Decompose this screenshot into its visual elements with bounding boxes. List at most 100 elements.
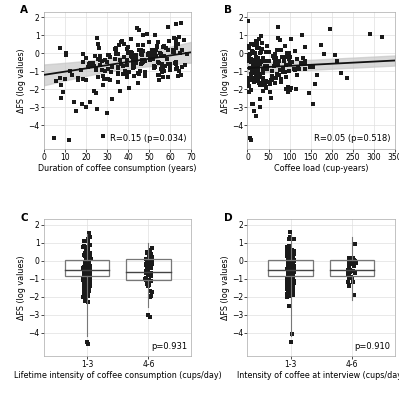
Point <box>142 72 148 79</box>
Point <box>148 262 154 269</box>
Point <box>264 63 271 70</box>
Point <box>83 268 89 274</box>
Point <box>87 256 94 262</box>
Point <box>148 270 154 276</box>
Point <box>105 66 111 73</box>
Point <box>105 51 111 58</box>
Point <box>144 30 150 37</box>
Point <box>173 58 179 65</box>
Point <box>129 50 135 56</box>
Point <box>79 100 85 107</box>
Point <box>176 34 182 40</box>
Point <box>144 51 151 57</box>
Point <box>81 268 87 274</box>
Point <box>285 276 291 282</box>
Point <box>82 276 89 283</box>
Point <box>83 267 90 273</box>
Point <box>290 272 296 278</box>
Point <box>86 264 92 271</box>
Point <box>86 278 93 284</box>
Point <box>291 66 298 72</box>
Point <box>81 267 87 274</box>
Point <box>87 275 93 282</box>
Point <box>284 274 290 281</box>
Point <box>270 53 276 59</box>
Point <box>82 260 88 266</box>
Point <box>81 252 87 258</box>
Point <box>253 54 259 60</box>
Point <box>85 341 91 348</box>
Point <box>289 276 296 282</box>
Point <box>289 271 295 277</box>
Point <box>147 54 153 61</box>
Point <box>82 298 89 304</box>
Point <box>252 69 258 75</box>
Point <box>254 58 261 64</box>
Point <box>245 42 252 49</box>
Point <box>67 68 73 74</box>
Point <box>248 70 254 77</box>
Point <box>85 266 91 272</box>
Point <box>93 66 99 73</box>
Point <box>147 288 154 294</box>
Point <box>118 61 124 68</box>
Point <box>254 76 261 83</box>
Point <box>83 283 89 290</box>
Point <box>262 80 268 87</box>
Point <box>161 43 168 50</box>
Point <box>252 78 258 84</box>
Point <box>143 265 150 272</box>
Point <box>312 81 319 88</box>
Point <box>250 70 257 76</box>
Point <box>86 273 92 280</box>
Point <box>284 277 290 283</box>
Point <box>83 288 89 295</box>
Point <box>136 26 142 33</box>
Point <box>284 269 291 275</box>
Point <box>288 251 294 257</box>
Point <box>290 265 296 271</box>
Point <box>87 275 93 281</box>
Point <box>115 79 122 86</box>
Point <box>159 63 166 70</box>
Point <box>121 54 127 60</box>
Point <box>85 276 92 283</box>
Point <box>148 254 155 260</box>
Point <box>290 272 296 279</box>
Point <box>142 276 148 282</box>
Point <box>345 261 352 268</box>
Point <box>161 68 168 74</box>
Point <box>81 278 87 284</box>
Point <box>285 291 291 298</box>
Point <box>85 277 91 283</box>
Point <box>93 65 99 72</box>
Point <box>82 249 89 256</box>
Point <box>83 270 90 277</box>
Point <box>101 57 108 64</box>
Point <box>289 256 296 263</box>
Point <box>271 55 277 62</box>
Point <box>145 281 152 287</box>
Point <box>253 113 259 119</box>
Bar <box>65 260 109 276</box>
Point <box>82 273 88 280</box>
Point <box>140 32 146 38</box>
Point <box>253 38 259 44</box>
Point <box>347 269 353 276</box>
Point <box>245 18 251 24</box>
Point <box>93 90 99 97</box>
Point <box>262 63 269 69</box>
Point <box>248 74 254 81</box>
Point <box>128 52 134 59</box>
Point <box>87 252 93 258</box>
Point <box>95 55 101 62</box>
Point <box>87 242 93 248</box>
Text: p=0.910: p=0.910 <box>355 342 391 350</box>
Point <box>85 284 91 290</box>
Point <box>158 50 164 57</box>
Point <box>247 87 254 93</box>
Point <box>310 101 316 107</box>
Point <box>81 273 87 280</box>
Point <box>249 77 255 83</box>
Point <box>83 262 89 269</box>
